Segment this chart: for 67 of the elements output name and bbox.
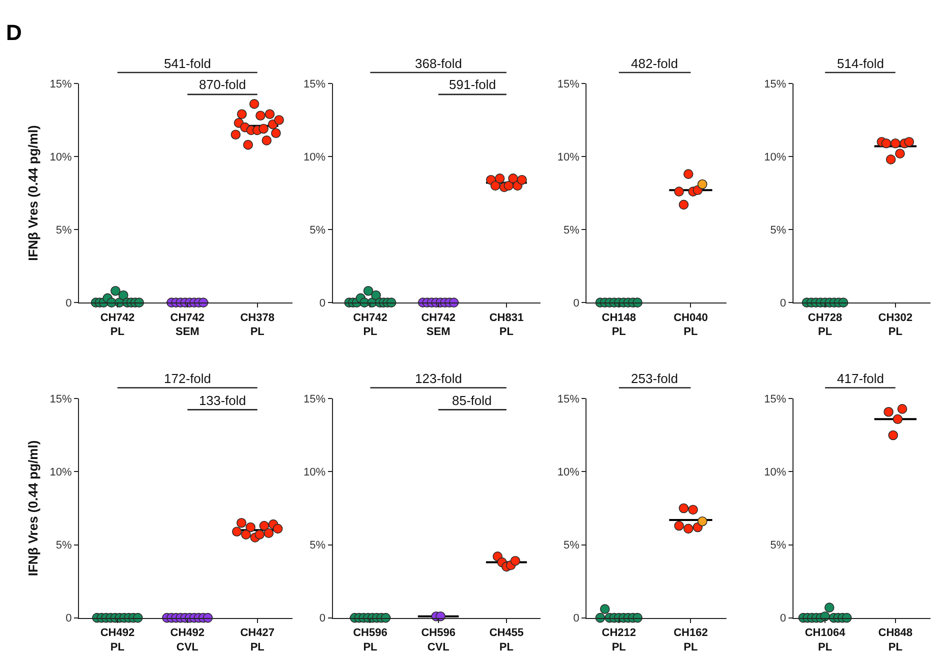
- x-tick-label: CH831 PL: [489, 312, 524, 338]
- y-tick-label: 15%: [50, 394, 72, 406]
- annotation: 870-fold: [199, 77, 246, 92]
- text: 541-fold: [164, 56, 211, 71]
- x-tick-label: CH596 CVL: [421, 627, 456, 654]
- x-tick-label: CH455 PL: [489, 627, 524, 654]
- y-axis-title: IFNβ Vres (0.44 pg/ml): [26, 125, 41, 261]
- y-tick-label: 5%: [770, 224, 786, 236]
- x-tick-label: CH492 PL: [100, 627, 135, 654]
- y-tick-label: 15%: [764, 394, 786, 406]
- x-tick-label: CH212 PL: [602, 627, 636, 654]
- y-tick-label: 0: [66, 297, 72, 310]
- annotation: 85-fold: [452, 393, 492, 408]
- text: 482-fold: [631, 56, 678, 71]
- y-tick-label: 5%: [310, 224, 326, 236]
- y-tick-label: 15%: [304, 78, 326, 90]
- text: 172-fold: [164, 371, 211, 386]
- y-tick-label: 10%: [557, 466, 580, 479]
- x-tick-label: CH302 PL: [878, 312, 913, 338]
- x-tick-label: CH378 PL: [240, 312, 274, 338]
- x-tick-label: CH1064 PL: [804, 627, 846, 654]
- x-tick-label: CH162 PL: [674, 627, 708, 654]
- y-tick-label: 10%: [764, 466, 786, 479]
- y-tick-label: 5%: [563, 540, 580, 552]
- text: 123-fold: [415, 371, 462, 386]
- y-tick-label: 10%: [304, 151, 326, 164]
- y-tick-label: 15%: [50, 78, 72, 90]
- text: 514-fold: [837, 56, 884, 71]
- chart-title: D: [6, 20, 22, 45]
- y-tick-label: 5%: [56, 224, 72, 236]
- x-tick-label: CH742 SEM: [170, 312, 205, 338]
- text: 368-fold: [415, 56, 462, 71]
- y-tick-label: 10%: [557, 151, 580, 164]
- x-tick-label: CH492 CVL: [170, 627, 205, 654]
- y-tick-label: 15%: [557, 394, 580, 406]
- y-tick-label: 5%: [770, 540, 786, 552]
- text: 417-fold: [837, 371, 884, 386]
- x-tick-label: CH148 PL: [602, 312, 636, 338]
- annotation: 591-fold: [449, 77, 496, 92]
- y-tick-label: 15%: [557, 78, 580, 90]
- y-tick-label: 0: [573, 612, 580, 625]
- y-tick-label: 0: [573, 297, 580, 310]
- x-tick-label: CH427 PL: [240, 627, 274, 654]
- x-tick-label: CH742 PL: [100, 312, 135, 338]
- y-tick-label: 5%: [56, 540, 72, 552]
- y-axis-title: IFNβ Vres (0.44 pg/ml): [26, 440, 41, 576]
- y-tick-label: 10%: [764, 151, 786, 164]
- y-tick-label: 5%: [563, 224, 580, 236]
- x-tick-label: CH742 SEM: [421, 312, 456, 338]
- y-tick-label: 10%: [50, 151, 72, 164]
- x-tick-label: CH848 PL: [878, 627, 913, 654]
- y-tick-label: 0: [780, 612, 786, 625]
- y-tick-label: 5%: [310, 540, 326, 552]
- x-tick-label: CH040 PL: [674, 312, 708, 338]
- text: 253-fold: [631, 371, 678, 386]
- y-tick-label: 15%: [304, 394, 326, 406]
- annotation: 133-fold: [199, 393, 246, 408]
- y-tick-label: 0: [780, 297, 786, 310]
- y-tick-label: 10%: [50, 466, 72, 479]
- y-tick-label: 0: [319, 297, 326, 310]
- x-tick-label: CH728 PL: [808, 312, 842, 338]
- y-tick-label: 10%: [304, 466, 326, 479]
- x-tick-label: CH742 PL: [353, 312, 388, 338]
- y-tick-label: 0: [66, 612, 72, 625]
- y-tick-label: 15%: [764, 78, 786, 90]
- x-tick-label: CH596 PL: [353, 627, 388, 654]
- y-tick-label: 0: [319, 612, 326, 625]
